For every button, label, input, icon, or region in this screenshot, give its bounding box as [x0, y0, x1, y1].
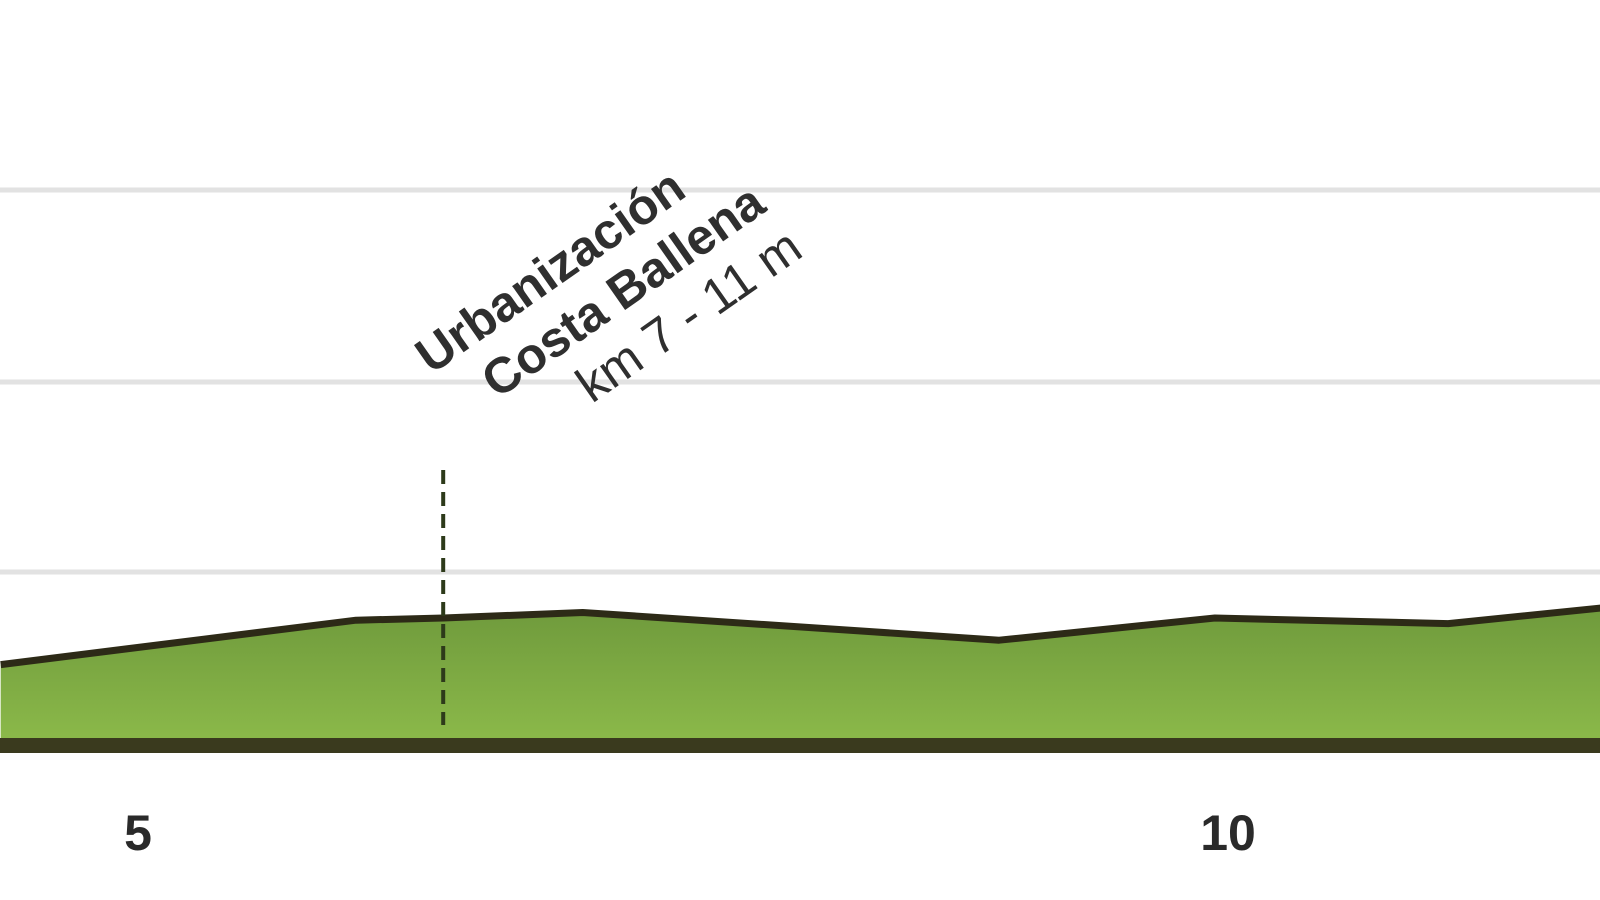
gridlines	[0, 187, 1600, 575]
elevation-area	[0, 608, 1600, 745]
x-tick-label-10: 10	[1200, 805, 1256, 861]
annotation-label: Urbanización Costa Ballena km 7 - 11 m	[405, 158, 811, 413]
elevation-line	[0, 604, 1600, 669]
base-band	[0, 738, 1600, 753]
x-tick-label-5: 5	[124, 805, 152, 861]
